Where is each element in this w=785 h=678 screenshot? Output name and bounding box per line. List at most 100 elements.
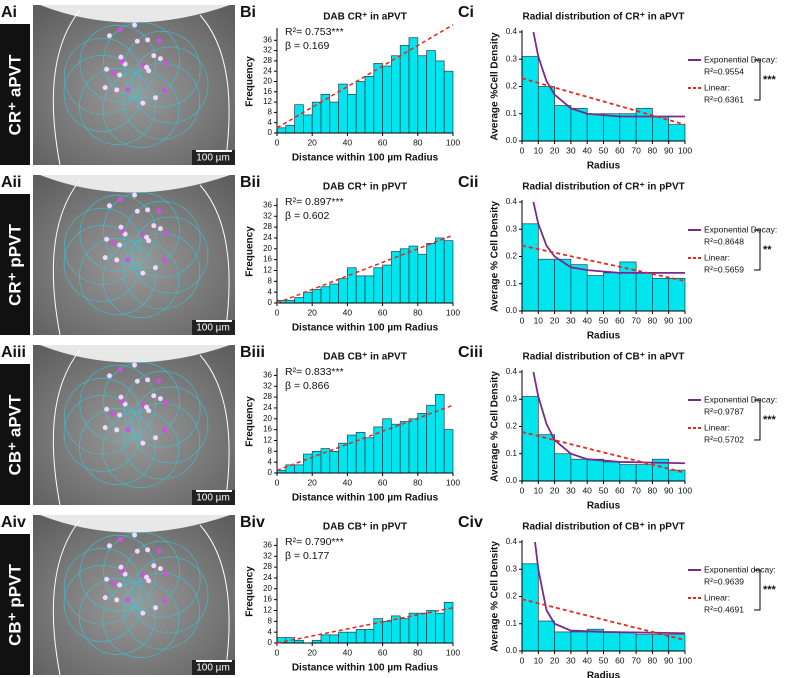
- cell: [151, 223, 157, 229]
- y-tick-label: 0.2: [506, 82, 518, 91]
- x-tick-label: 50: [599, 485, 609, 495]
- panel-label: Cii: [458, 174, 478, 191]
- x-tick-label: 20: [307, 307, 317, 317]
- x-tick-label: 80: [648, 145, 658, 155]
- bar: [619, 113, 637, 142]
- y-tick-label: 32: [263, 551, 272, 560]
- cell: [140, 100, 146, 106]
- x-tick-label: 20: [307, 647, 317, 657]
- bar: [382, 264, 392, 304]
- bar: [619, 631, 637, 652]
- cell: [145, 547, 151, 553]
- boundary: [52, 519, 81, 676]
- annotation: β = 0.177: [285, 550, 329, 562]
- cell: [157, 226, 163, 232]
- significance-bracket: [754, 569, 761, 611]
- x-tick-label: 10: [534, 315, 544, 325]
- cell: [106, 373, 112, 379]
- bar: [329, 450, 339, 474]
- bar: [373, 63, 383, 134]
- x-tick-label: 80: [648, 485, 658, 495]
- cell: [114, 87, 120, 93]
- x-tick-label: 80: [413, 137, 423, 147]
- ventricle: [40, 345, 230, 363]
- bar: [399, 421, 410, 474]
- x-tick-label: 60: [378, 647, 388, 657]
- cell: [146, 68, 152, 74]
- boundary: [52, 349, 81, 506]
- x-tick-label: 20: [307, 477, 317, 487]
- bar: [320, 94, 331, 134]
- cell: [162, 427, 168, 433]
- sampling-circle: [103, 532, 180, 609]
- cell: [132, 362, 138, 368]
- cell: [134, 38, 140, 44]
- sampling-circle: [103, 362, 180, 439]
- bar: [373, 426, 383, 474]
- scale-box: [192, 320, 235, 335]
- x-tick-label: 0: [275, 647, 280, 657]
- cell: [117, 72, 123, 78]
- cell: [162, 87, 168, 93]
- boundary: [199, 524, 230, 676]
- bar: [338, 278, 348, 304]
- x-tick-label: 90: [664, 485, 674, 495]
- bar: [652, 277, 670, 312]
- legend-r2: R²=0.6361: [704, 94, 744, 104]
- annotation: β = 0.169: [285, 40, 329, 52]
- bar: [426, 243, 436, 304]
- bar: [586, 113, 604, 142]
- y-axis-label: Frequency: [245, 226, 256, 277]
- bar: [294, 464, 304, 474]
- cell: [125, 257, 131, 263]
- legend-r2: R²=0.9639: [704, 576, 744, 586]
- cell: [125, 427, 131, 433]
- y-tick-label: 0.1: [506, 279, 518, 288]
- y-tick-label: 12: [263, 436, 272, 445]
- y-tick-label: 8: [268, 616, 273, 625]
- cell: [156, 378, 162, 384]
- y-tick-label: 0.4: [506, 197, 518, 206]
- panel-label: Ciii: [458, 344, 483, 361]
- bar: [521, 223, 539, 312]
- fit-line: [521, 77, 686, 126]
- chart-title: Radial distribution of CR⁺ in pPVT: [522, 182, 685, 193]
- y-tick-label: 4: [268, 287, 273, 296]
- bar: [603, 631, 621, 652]
- cell: [156, 208, 162, 214]
- x-tick-label: 60: [378, 307, 388, 317]
- x-tick-label: 10: [534, 485, 544, 495]
- cell: [156, 38, 162, 44]
- bar: [399, 45, 410, 134]
- legend-label: Linear:: [704, 252, 730, 262]
- x-axis-label: Radius: [587, 331, 621, 342]
- x-tick-label: 0: [520, 655, 525, 665]
- bar: [355, 275, 366, 304]
- bar: [521, 563, 539, 652]
- x-tick-label: 90: [664, 315, 674, 325]
- sampling-circle: [63, 564, 141, 642]
- cell: [117, 412, 123, 418]
- y-tick-label: 0.3: [506, 54, 518, 63]
- cell: [114, 257, 120, 263]
- bar: [554, 105, 572, 142]
- y-tick-label: 4: [268, 627, 273, 636]
- y-tick-label: 0.2: [506, 422, 518, 431]
- legend-label: Exponential Decay:: [704, 394, 777, 404]
- sampling-circle: [123, 370, 201, 448]
- cell: [104, 576, 110, 582]
- bar: [329, 634, 339, 644]
- x-tick-label: 40: [582, 145, 592, 155]
- x-tick-label: 60: [615, 315, 625, 325]
- y-tick-label: 0.3: [506, 564, 518, 573]
- bar: [521, 56, 539, 142]
- scale-label: 100 µm: [196, 663, 230, 674]
- cell: [140, 572, 146, 578]
- y-tick-label: 0: [268, 128, 273, 137]
- bar: [364, 629, 375, 644]
- cell: [117, 26, 123, 32]
- sampling-circle: [63, 547, 141, 625]
- bar: [603, 461, 621, 482]
- sampling-circle: [79, 194, 157, 272]
